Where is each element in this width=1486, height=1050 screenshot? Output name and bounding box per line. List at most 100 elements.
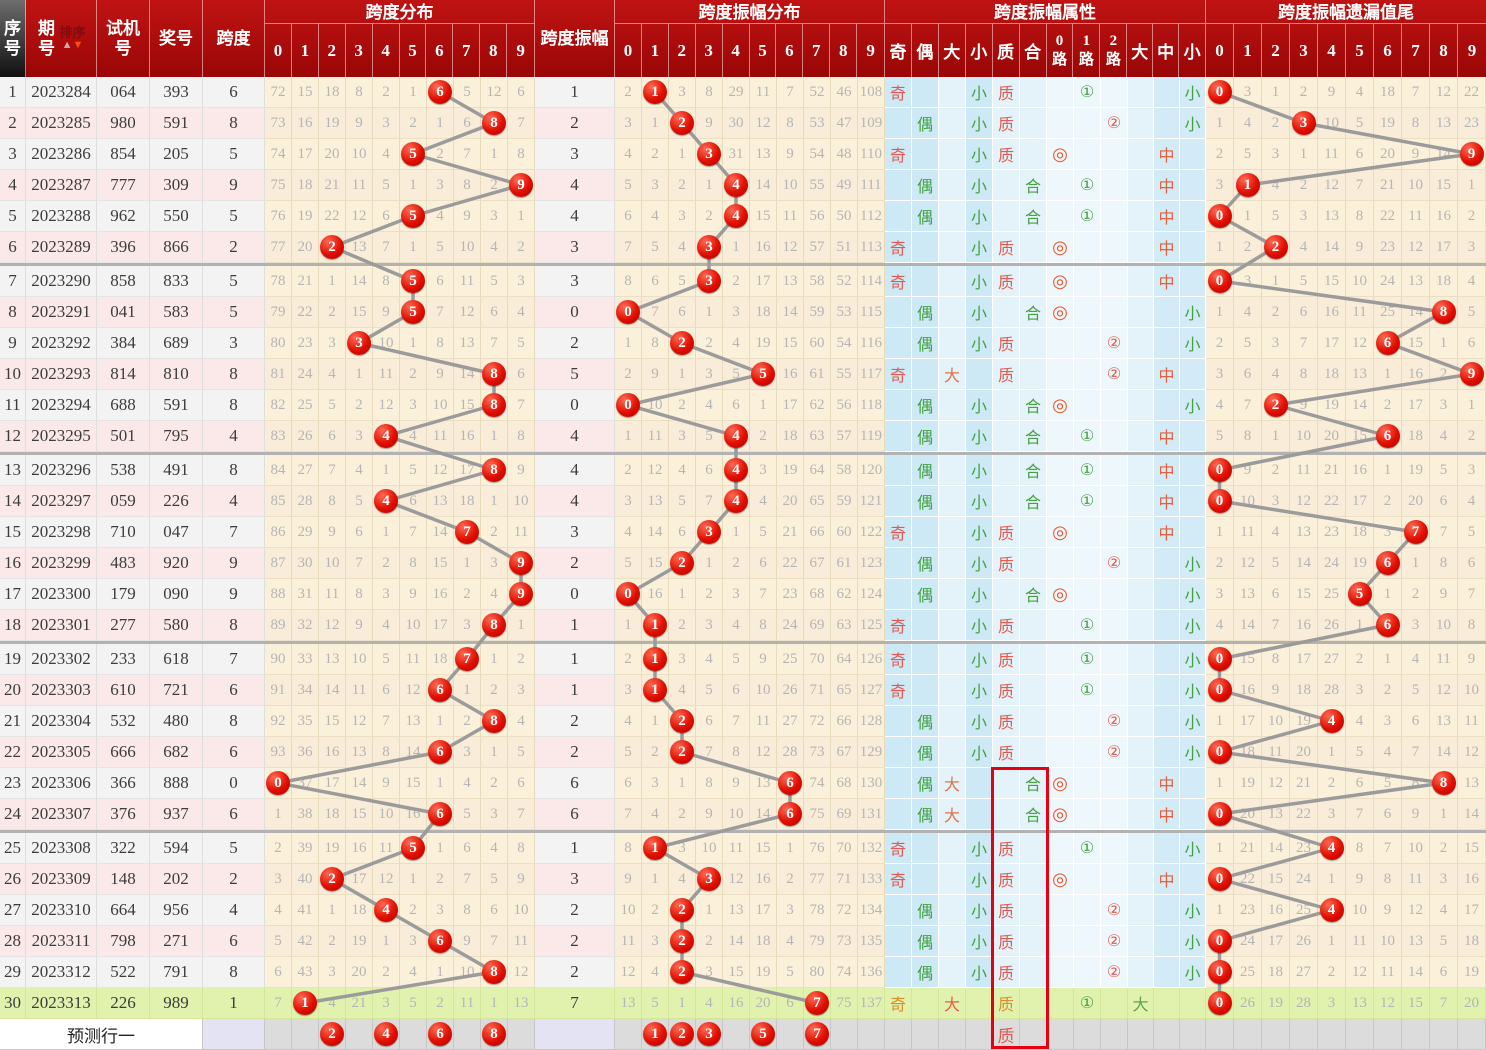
amp-dist-cell: 108: [858, 77, 885, 108]
amp-dist-cell: 62: [804, 390, 831, 421]
table-row: 19 2023302 233 618 7 90 33 13 10 5 11 18 7 1 2 1 2 1 3 4 5 9 2…: [0, 644, 1486, 675]
attr-even-cell: 偶: [912, 548, 939, 579]
route-2-cell-value: ②: [1106, 366, 1122, 383]
amp-dist-cell: 53: [804, 108, 831, 139]
amp-dist-cell-value: 2: [651, 901, 659, 918]
span-dist-cell: 1: [265, 799, 292, 830]
tail-cell: 6: [1346, 139, 1374, 170]
span-cell: 9: [203, 170, 265, 201]
amp-dist-cell-value: 80: [809, 963, 825, 980]
amp-dist-cell-value: 5: [624, 743, 632, 760]
prediction-span-dist-cell: 8: [481, 1019, 508, 1050]
amp-cell-value: 1: [570, 838, 579, 857]
span-dist-cell-value: 2: [436, 870, 444, 887]
tail-cell-value: 13: [1464, 774, 1479, 791]
amp-dist-cell: 3: [615, 486, 642, 517]
amp-dist-cell: 2: [642, 895, 669, 926]
table-row: 22 2023305 666 682 6 93 36 16 13 8 14 6 3 1 5 2 5 2 2 7 8 12 2…: [0, 737, 1486, 768]
amp-dist-cell-value: 5: [678, 492, 686, 509]
prize-number-cell: 393: [150, 77, 203, 108]
prize-number-cell-value: 583: [163, 302, 189, 321]
span-dist-cell-value: 12: [378, 396, 394, 413]
table-row: 26 2023309 148 202 2 3 40 2 17 12 1 2 7 5 9 3 9 1 4 3 12 16 2 7…: [0, 864, 1486, 895]
span-dist-cell-value: 1: [409, 870, 417, 887]
span-dist-cell-value: 19: [324, 114, 340, 131]
tail-cell-value: 16: [1436, 207, 1451, 224]
tail-cell-value: 3: [1383, 523, 1392, 540]
period-cell-value: 2023290: [31, 271, 91, 290]
span-dist-cell-value: 5: [409, 994, 417, 1011]
tail-cell: 5: [1206, 421, 1234, 452]
attr-big-cell-value: 大: [943, 997, 960, 1014]
span-cell-value: 5: [229, 271, 238, 290]
span-dist-cell: 6: [454, 833, 481, 864]
span-dist-cell: 22: [319, 201, 346, 232]
span-dist-cell-value: 3: [382, 585, 390, 602]
amp-dist-digit: 7: [803, 24, 831, 77]
prize-number-cell: 888: [150, 768, 203, 799]
amp-circle: 1: [643, 80, 667, 104]
span-dist-cell: 32: [292, 610, 319, 641]
amp-circle: 4: [724, 424, 748, 448]
span-circle: 6: [428, 802, 452, 826]
prediction-tail-cell: [1262, 1019, 1290, 1050]
span-dist-cell-value: 33: [297, 650, 313, 667]
size-big-cell: [1128, 706, 1154, 737]
test-number-cell-value: 059: [110, 491, 136, 510]
amp-dist-cell-value: 14: [755, 805, 771, 822]
seq-cell: 5: [0, 201, 26, 232]
amp-dist-cell-value: 3: [651, 774, 659, 791]
tail-cell: 2: [1374, 390, 1402, 421]
sort-asc-icon[interactable]: ▲: [61, 39, 73, 51]
attr-even-cell-value: 偶: [916, 746, 933, 763]
attr-composite-cell: [1020, 864, 1047, 895]
span-dist-cell: 16: [400, 799, 427, 830]
amp-cell-value: 2: [570, 113, 579, 132]
attr-prime-cell: [993, 170, 1020, 201]
size-small-cell: 小: [1180, 957, 1206, 988]
prediction-tail-cell: [1458, 1019, 1486, 1050]
span-cell-value: 5: [229, 302, 238, 321]
attr-col-header: 小: [966, 24, 993, 77]
amp-dist-cell: 18: [750, 926, 777, 957]
span-dist-cell: 18: [454, 486, 481, 517]
table-row: 16 2023299 483 920 9 87 30 10 7 2 8 15 1 3 9 2 5 15 2 1 2 6 22…: [0, 548, 1486, 579]
tail-cell-value: 9: [1243, 461, 1252, 478]
amp-dist-cell-value: 46: [836, 83, 852, 100]
span-dist-cell: 9: [319, 517, 346, 548]
attr-small-cell: 小: [966, 139, 993, 170]
span-dist-cell-value: 2: [328, 303, 336, 320]
prediction-row: 预测行一 2 4 6 8 1 2 3 5 7 质: [0, 1019, 1486, 1050]
size-mid-cell-value: 中: [1158, 526, 1175, 543]
tail-cell: 6: [1290, 297, 1318, 328]
prize-number-cell-value: 810: [163, 364, 189, 383]
sort-control[interactable]: 排序 ▲▼: [59, 26, 85, 51]
span-dist-cell-value: 12: [351, 712, 367, 729]
span-dist-cell-value: 11: [324, 585, 340, 602]
tail-cell: 0: [1206, 926, 1234, 957]
route-2-cell: [1101, 517, 1128, 548]
amp-dist-cell: 3: [696, 359, 723, 390]
tail-cell-value: 23: [1240, 901, 1255, 918]
attr-even-cell-value: 偶: [916, 464, 933, 481]
span-dist-cell-value: 6: [490, 901, 498, 918]
tail-cell-value: 15: [1268, 870, 1283, 887]
sort-desc-icon[interactable]: ▼: [72, 39, 84, 51]
amp-dist-cell-value: 14: [782, 303, 798, 320]
tail-cell-value: 22: [1240, 870, 1255, 887]
size-small-cell-value: 小: [1184, 715, 1201, 732]
span-dist-cell: 3: [454, 610, 481, 641]
prediction-amp-dist-cell: 1: [642, 1019, 669, 1050]
route-0-cell-value: ◎: [1052, 803, 1068, 824]
amp-dist-cell-value: 77: [809, 870, 825, 887]
size-mid-cell-value: 中: [1158, 179, 1175, 196]
attr-composite-cell: 合: [1020, 768, 1047, 799]
amp-dist-digit: 1: [642, 24, 669, 77]
amp-circle: 2: [670, 740, 694, 764]
span-dist-cell: 6: [508, 768, 535, 799]
amp-dist-cell-value: 4: [705, 396, 713, 413]
route-1-cell: [1074, 266, 1101, 297]
amp-dist-cell: 10: [642, 390, 669, 421]
size-small-cell-value: 小: [1184, 337, 1201, 354]
span-dist-cell: 10: [508, 895, 535, 926]
